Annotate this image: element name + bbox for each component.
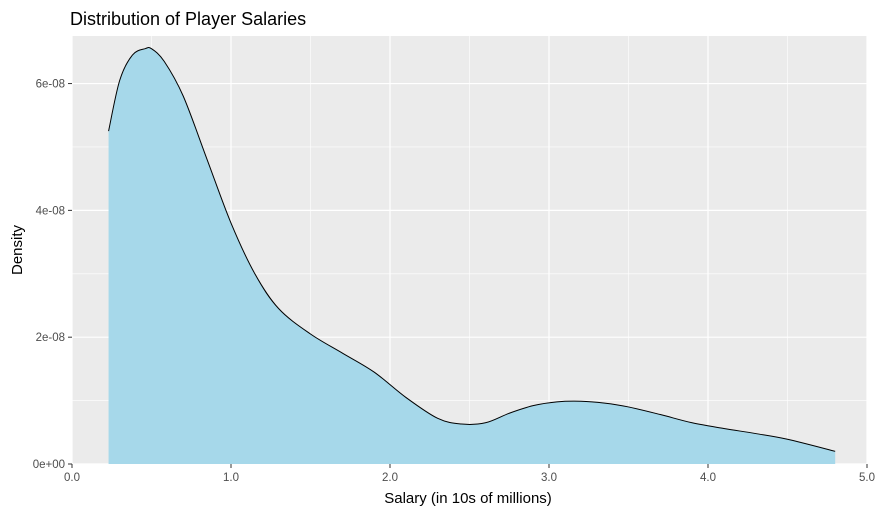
density-line — [108, 46, 836, 452]
density-area — [108, 47, 836, 465]
chart-title: Distribution of Player Salaries — [70, 9, 306, 29]
x-tick-label: 0.0 — [64, 472, 80, 484]
y-tick-label: 6e-08 — [36, 79, 65, 91]
x-tick-label: 4.0 — [700, 472, 716, 484]
x-tick-label: 1.0 — [223, 472, 239, 484]
x-axis-title: Salary (in 10s of millions) — [384, 490, 552, 507]
y-axis-title: Density — [9, 224, 26, 275]
x-tick-label: 3.0 — [541, 472, 557, 484]
x-axis: 0.0 1.0 2.0 3.0 4.0 5.0 — [64, 464, 875, 484]
y-axis: 0e+00 2e-08 4e-08 6e-08 — [33, 79, 72, 471]
y-tick-label: 4e-08 — [36, 205, 65, 217]
x-tick-label: 2.0 — [382, 472, 398, 484]
y-tick-label: 2e-08 — [36, 332, 65, 344]
y-tick-label: 0e+00 — [33, 459, 65, 471]
x-tick-label: 5.0 — [859, 472, 875, 484]
